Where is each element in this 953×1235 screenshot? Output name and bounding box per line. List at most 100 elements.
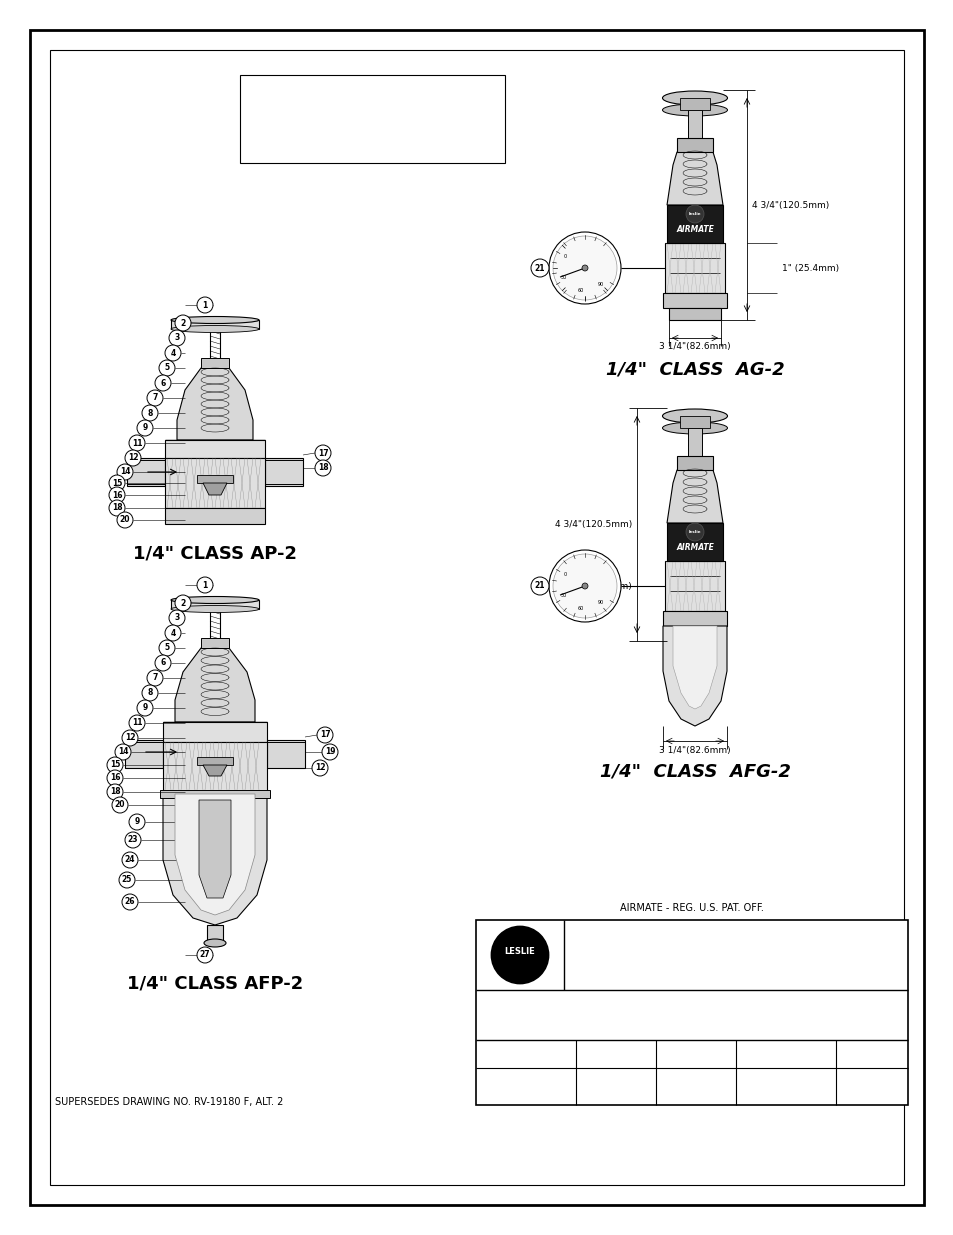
Bar [267, 740, 305, 768]
Text: 24: 24 [125, 856, 135, 864]
Text: 30/1.4.1: 30/1.4.1 [847, 1046, 895, 1056]
Text: 6: 6 [160, 658, 166, 667]
Text: leslie: leslie [688, 212, 700, 216]
Text: 3 1/4"(82.6mm): 3 1/4"(82.6mm) [659, 746, 730, 755]
Polygon shape [203, 483, 227, 495]
Ellipse shape [204, 939, 226, 947]
Text: AIRMATE: AIRMATE [676, 225, 713, 233]
Circle shape [112, 797, 128, 813]
Circle shape [129, 715, 145, 731]
Bar [664, 243, 724, 293]
Text: 3: 3 [174, 614, 179, 622]
Text: APP'D.: APP'D. [598, 1046, 632, 1055]
Text: 3 7/8"(98.4mm): 3 7/8"(98.4mm) [559, 582, 631, 590]
Polygon shape [199, 800, 231, 898]
Text: 0: 0 [563, 254, 566, 259]
Polygon shape [672, 626, 717, 709]
Ellipse shape [171, 605, 258, 613]
Bar [160, 790, 270, 798]
Text: 11: 11 [132, 719, 142, 727]
Bar [664, 561, 724, 611]
Polygon shape [662, 626, 726, 726]
Bar [165, 458, 265, 508]
Text: 21: 21 [535, 263, 545, 273]
Text: MAX. INLET PRESSURE: MAX. INLET PRESSURE [245, 86, 347, 96]
Text: 9: 9 [134, 818, 139, 826]
Text: 1: 1 [202, 580, 208, 589]
Text: TAMPA, FLORIDA 33637: TAMPA, FLORIDA 33637 [572, 962, 701, 972]
Circle shape [196, 947, 213, 963]
Circle shape [581, 583, 587, 589]
Polygon shape [666, 471, 722, 522]
Text: 1" (25.4mm): 1" (25.4mm) [781, 263, 839, 273]
Bar [127, 458, 165, 487]
Circle shape [109, 475, 125, 492]
Circle shape [314, 459, 331, 475]
Circle shape [154, 655, 171, 671]
Ellipse shape [661, 91, 727, 105]
Circle shape [129, 814, 145, 830]
Circle shape [107, 769, 123, 785]
Circle shape [129, 435, 145, 451]
Circle shape [531, 577, 548, 595]
Ellipse shape [661, 104, 727, 116]
Circle shape [548, 550, 620, 622]
Text: 23: 23 [128, 836, 138, 845]
Circle shape [531, 259, 548, 277]
Text: DWC: DWC [773, 1046, 797, 1055]
Text: 1/4" CLASS AFP-2: 1/4" CLASS AFP-2 [127, 974, 303, 993]
Text: 15: 15 [112, 478, 122, 488]
Bar [240, 75, 504, 163]
Text: 15: 15 [110, 761, 120, 769]
Circle shape [119, 872, 135, 888]
Text: 7: 7 [152, 394, 157, 403]
Polygon shape [174, 794, 254, 915]
Circle shape [122, 894, 138, 910]
Text: 20: 20 [120, 515, 131, 525]
Bar [196, 475, 233, 483]
Text: 30-150: 30-150 [468, 156, 500, 165]
Circle shape [122, 730, 138, 746]
Bar [125, 740, 163, 768]
Circle shape [314, 445, 331, 461]
Text: SUPERSEDES DRAWING NO. RV-19180 F, ALT. 2: SUPERSEDES DRAWING NO. RV-19180 F, ALT. … [55, 1097, 283, 1107]
Text: MAX. TEMPERATURE: MAX. TEMPERATURE [245, 103, 331, 111]
Text: 17: 17 [319, 730, 330, 740]
Text: 200 PSI: 200 PSI [463, 86, 500, 96]
Circle shape [312, 760, 328, 776]
Text: 4 3/4"(120.5mm): 4 3/4"(120.5mm) [751, 200, 828, 210]
Text: 12: 12 [128, 453, 138, 462]
Text: 90: 90 [598, 600, 603, 605]
Circle shape [685, 205, 703, 224]
Text: 7: 7 [152, 673, 157, 683]
Text: 60: 60 [578, 606, 583, 611]
Bar [265, 458, 303, 487]
Text: 30: 30 [560, 593, 567, 598]
Text: 60: 60 [578, 288, 583, 293]
Text: 21: 21 [535, 582, 545, 590]
Circle shape [154, 375, 171, 391]
Bar [207, 925, 223, 944]
Text: 5: 5 [164, 643, 170, 652]
Bar [677, 456, 712, 471]
Text: 3 1/4"(82.6mm): 3 1/4"(82.6mm) [659, 342, 730, 351]
Text: leslie: leslie [688, 530, 700, 534]
Text: 2: 2 [180, 319, 186, 327]
Text: LOADERS AND PANELS: LOADERS AND PANELS [586, 1024, 796, 1042]
Circle shape [142, 405, 158, 421]
Circle shape [159, 359, 174, 375]
Bar [677, 138, 712, 152]
Text: D'W'N: D'W'N [680, 1046, 711, 1055]
Circle shape [117, 464, 132, 480]
Bar [201, 638, 229, 648]
Text: 1/4"  CLASS  AFG-2: 1/4" CLASS AFG-2 [598, 763, 790, 781]
Text: 19: 19 [324, 747, 335, 757]
Text: 0: 0 [563, 572, 566, 577]
Circle shape [553, 555, 617, 618]
Circle shape [137, 420, 152, 436]
Text: 8: 8 [147, 409, 152, 417]
Circle shape [107, 757, 123, 773]
Text: 16: 16 [110, 773, 120, 783]
Text: 6: 6 [160, 378, 166, 388]
Bar [163, 742, 267, 794]
